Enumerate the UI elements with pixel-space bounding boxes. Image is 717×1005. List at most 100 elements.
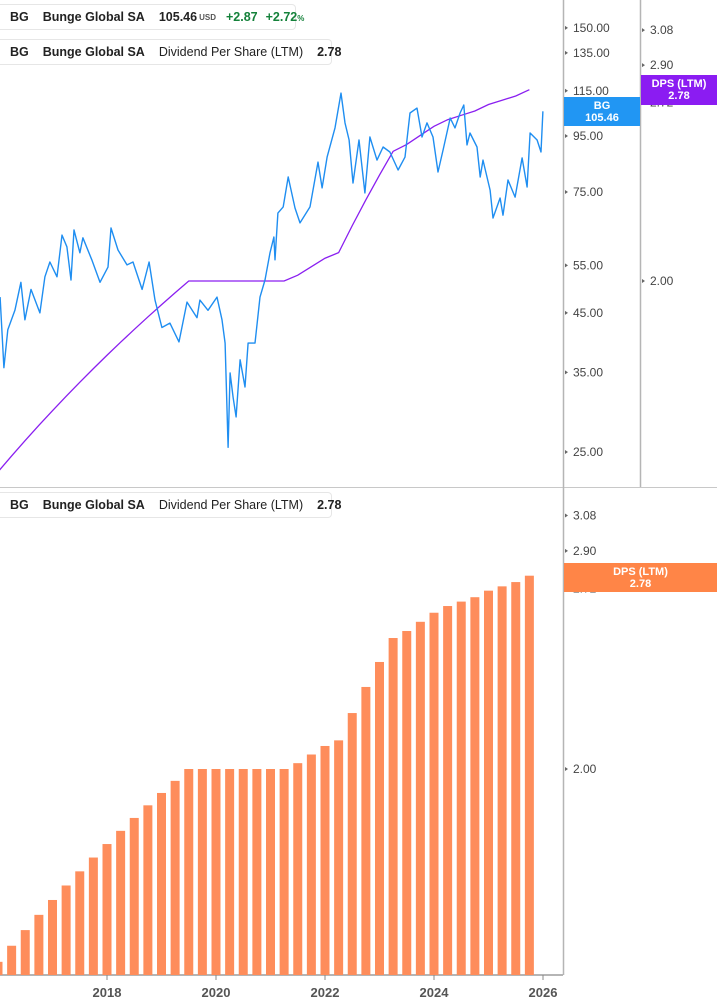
legend-name: Bunge Global SA xyxy=(42,10,145,24)
legend-change: +2.87 xyxy=(225,10,258,24)
dps-bar xyxy=(88,857,98,975)
tick-mark xyxy=(565,189,568,194)
x-axis-label: 2024 xyxy=(420,985,450,1000)
tick-mark xyxy=(565,370,568,375)
dps-bar xyxy=(497,586,507,975)
dps-bar xyxy=(375,661,384,975)
dps-axis-label-top: 2.90 xyxy=(650,58,674,72)
dps-bar xyxy=(306,754,316,975)
legend-ticker: BG xyxy=(10,10,29,24)
dps-bar xyxy=(484,590,493,975)
price-axis-label: 150.00 xyxy=(573,21,610,35)
dps-tag-bottom: DPS (LTM) 2.78 xyxy=(564,563,717,592)
tick-mark xyxy=(565,134,568,139)
legend-change-pct-value: +2.72 xyxy=(265,10,298,24)
tick-mark xyxy=(565,88,568,93)
legend-metric: Dividend Per Share (LTM) xyxy=(158,498,304,512)
dps-bar xyxy=(388,638,398,975)
tick-mark xyxy=(565,513,568,518)
legend-dps-bottom[interactable]: BG Bunge Global SA Dividend Per Share (L… xyxy=(0,492,341,518)
dps-bar xyxy=(157,792,166,975)
dps-bar xyxy=(20,930,30,975)
dps-bar xyxy=(361,686,371,975)
price-axis-label: 95.00 xyxy=(573,129,603,143)
dps-bar xyxy=(456,601,466,975)
legend-pct-sign: % xyxy=(297,14,305,23)
price-tag-value: 105.46 xyxy=(585,111,619,124)
price-tag: BG 105.46 xyxy=(564,97,640,126)
dps-bar xyxy=(293,763,303,975)
dps-bar xyxy=(197,769,207,975)
price-axis-label: 45.00 xyxy=(573,306,603,320)
price-line xyxy=(0,92,544,448)
price-axis-label: 35.00 xyxy=(573,365,603,379)
dps-bar xyxy=(252,769,262,975)
legend-ticker: BG xyxy=(10,498,29,512)
dps-axis-label-bottom: 2.00 xyxy=(573,762,597,776)
dps-bar xyxy=(211,769,221,975)
dps-bar xyxy=(266,769,275,975)
dps-tag-value: 2.78 xyxy=(629,577,652,590)
dps-bar xyxy=(279,769,289,975)
dps-tag-label: DPS (LTM) xyxy=(651,78,707,90)
dps-axis-label-top: 2.00 xyxy=(650,274,674,288)
tick-mark xyxy=(642,279,645,283)
price-axis-label: 135.00 xyxy=(573,46,610,60)
dps-axis-label-bottom: 3.08 xyxy=(573,509,597,523)
dps-bar xyxy=(429,612,439,975)
dps-axis-label-bottom: 2.90 xyxy=(573,544,597,558)
dps-bar xyxy=(524,575,534,975)
dps-tag-value: 2.78 xyxy=(668,90,690,102)
dps-bar xyxy=(443,606,453,975)
dps-bar xyxy=(347,713,357,975)
dps-tag-top: DPS (LTM) 2.78 xyxy=(641,75,717,105)
legend-ticker: BG xyxy=(10,45,29,59)
price-axis-label: 25.00 xyxy=(573,445,603,459)
tick-mark xyxy=(565,263,568,268)
price-axis-label: 55.00 xyxy=(573,258,603,272)
legend-value: 2.78 xyxy=(317,498,342,512)
tick-mark xyxy=(642,28,645,33)
dps-bar xyxy=(7,945,17,975)
legend-change-pct: +2.72% xyxy=(266,10,305,24)
tick-mark xyxy=(565,767,568,771)
legend-price-value: 105.46 xyxy=(158,10,198,24)
dps-bar xyxy=(75,871,85,975)
x-axis-label: 2020 xyxy=(202,985,231,1000)
dps-bar xyxy=(334,740,344,975)
tick-mark xyxy=(565,450,568,454)
legend-currency: USD xyxy=(199,12,216,22)
dps-bar xyxy=(415,621,425,975)
dps-bar xyxy=(184,769,194,975)
dps-bar xyxy=(238,769,248,975)
price-axis-label: 75.00 xyxy=(573,185,603,199)
dps-tag-label: DPS (LTM) xyxy=(613,565,668,578)
dps-bar xyxy=(225,769,235,975)
tick-mark xyxy=(565,310,568,315)
legend-value: 2.78 xyxy=(317,45,342,59)
top-lines xyxy=(0,89,544,471)
tick-mark xyxy=(565,25,568,30)
dps-bar xyxy=(143,805,153,975)
legend-metric: Dividend Per Share (LTM) xyxy=(158,45,304,59)
dps-bars xyxy=(0,575,534,975)
x-axis-label: 2022 xyxy=(311,985,340,1000)
dps-bar xyxy=(61,885,71,975)
legend-dps-top[interactable]: BG Bunge Global SA Dividend Per Share (L… xyxy=(0,39,341,65)
dps-axis-label-top: 3.08 xyxy=(650,23,674,37)
legend-name: Bunge Global SA xyxy=(42,498,145,512)
price-axis-label: 115.00 xyxy=(573,84,609,98)
dps-bar xyxy=(402,631,412,975)
dps-bar xyxy=(470,597,480,975)
dps-bar xyxy=(48,899,57,975)
dps-bar xyxy=(170,780,180,975)
tick-mark xyxy=(565,50,568,55)
legend-name: Bunge Global SA xyxy=(42,45,145,59)
legend-price[interactable]: BG Bunge Global SA 105.46 USD +2.87 +2.7… xyxy=(0,4,304,30)
price-tag-label: BG xyxy=(593,99,611,112)
x-axis-label: 2018 xyxy=(93,985,122,1000)
dps-bar xyxy=(116,830,126,975)
tick-mark xyxy=(642,63,645,68)
dps-line xyxy=(0,89,530,471)
